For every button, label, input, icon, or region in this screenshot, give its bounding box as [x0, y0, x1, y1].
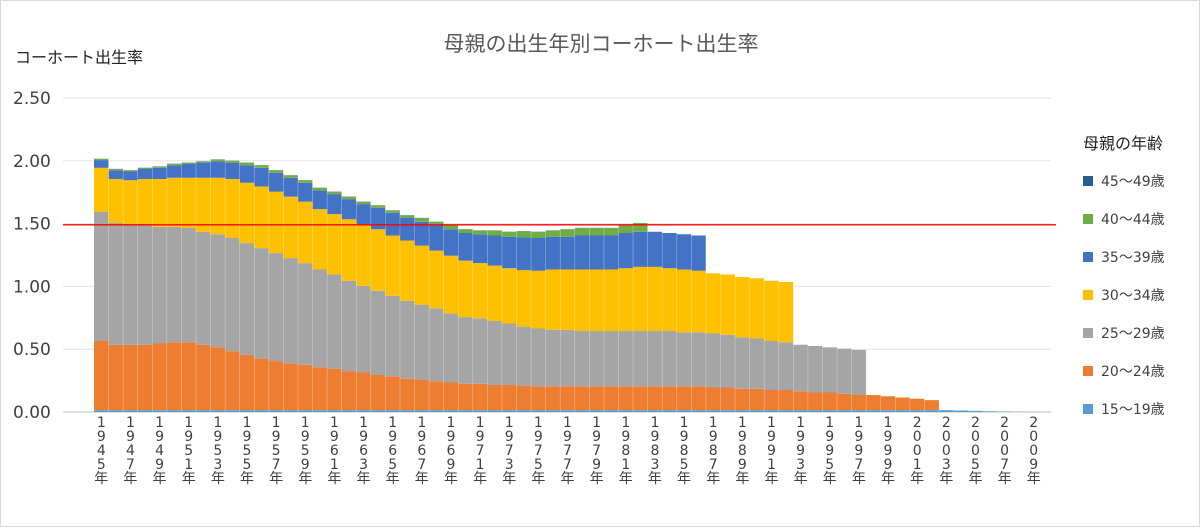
y-tick-label: 0.00 — [13, 403, 51, 423]
legend-label: 15～19歳 — [1101, 402, 1165, 418]
y-tick-label: 0.50 — [13, 340, 51, 360]
legend-swatch — [1083, 290, 1093, 300]
legend-swatch — [1083, 176, 1093, 186]
area-series-20～24歳 — [94, 341, 1041, 412]
y-tick-labels: 0.00 0.50 1.00 1.50 2.00 2.50 — [13, 89, 51, 423]
legend-label: 30～34歳 — [1101, 288, 1165, 304]
y-tick-label: 2.50 — [13, 89, 51, 109]
area-series-25～29歳 — [94, 211, 1041, 412]
legend: 母親の年齢 45～49歳 40～44歳 35～39歳 30～34歳 25～29歳 20～2… — [1083, 134, 1165, 418]
x-tick-labels: 1 9 4 5 年 1 9 4 7 年 1 9 4 9 年 1 9 5 1 年 1 9 5 3 年 1 9 5 5 年 1 9 5 7 年 1 9 5 9 年… — [94, 415, 1040, 487]
chart-title: 母親の出生年別コーホート出生率 — [444, 32, 759, 56]
area-series-15～19歳 — [94, 410, 1041, 412]
legend-label: 40～44歳 — [1101, 212, 1165, 228]
y-tick-label: 2.00 — [13, 152, 51, 172]
y-axis-label: コーホート出生率 — [15, 48, 143, 67]
legend-swatch — [1083, 404, 1093, 414]
legend-swatch — [1083, 214, 1093, 224]
y-tick-label: 1.50 — [13, 215, 51, 235]
legend-title: 母親の年齢 — [1083, 134, 1163, 153]
legend-swatch — [1083, 252, 1093, 262]
column-dividers — [108, 158, 1027, 412]
legend-label: 35～39歳 — [1101, 250, 1165, 266]
legend-label: 20～24歳 — [1101, 364, 1165, 380]
area-series-30～34歳 — [94, 167, 1041, 412]
stacked-areas — [94, 158, 1041, 412]
legend-swatch — [1083, 366, 1093, 376]
legend-label: 45～49歳 — [1101, 174, 1165, 190]
legend-swatch — [1083, 328, 1093, 338]
y-tick-label: 1.00 — [13, 277, 51, 297]
legend-label: 25～29歳 — [1101, 326, 1165, 342]
